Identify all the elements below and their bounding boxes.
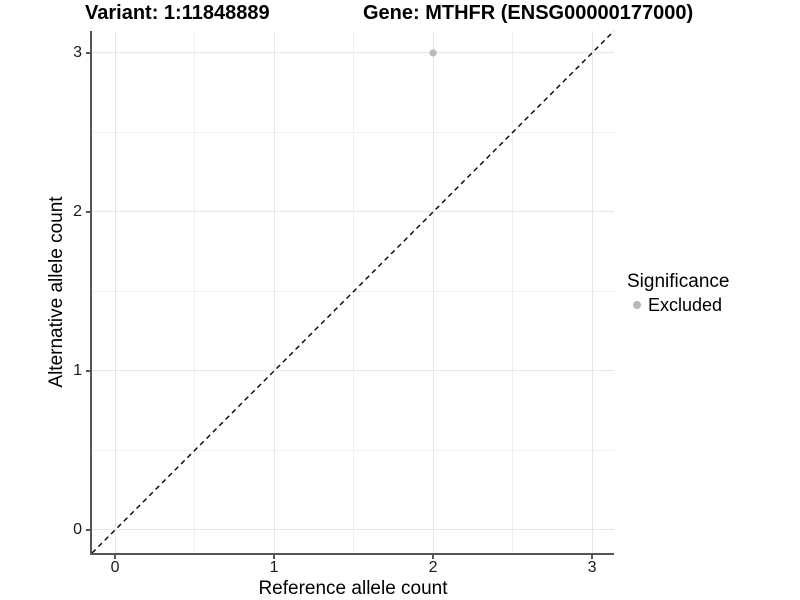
x-axis-tick-mark <box>273 555 276 559</box>
x-axis-tick-mark <box>591 555 594 559</box>
plot-title-gene: Gene: MTHFR (ENSG00000177000) <box>363 2 694 24</box>
y-axis-tick-mark <box>86 51 90 54</box>
y-axis-tick-label: 1 <box>73 361 82 379</box>
legend: Significance Excluded <box>627 271 730 315</box>
x-axis-tick-mark <box>432 555 435 559</box>
x-axis-tick-mark <box>114 555 117 559</box>
y-axis-tick-mark <box>86 210 90 213</box>
x-axis-tick-label: 1 <box>269 559 279 576</box>
x-axis-tick-label: 3 <box>587 559 597 576</box>
y-axis-tick-mark <box>86 369 90 372</box>
y-axis-tick-mark <box>86 528 90 531</box>
legend-item-excluded: Excluded <box>627 294 729 315</box>
plot-title-variant: Variant: 1:11848889 <box>85 2 270 24</box>
x-axis-title: Reference allele count <box>258 578 448 599</box>
x-axis-line <box>90 553 614 555</box>
y-axis-tick-label: 2 <box>73 202 82 220</box>
legend-item-label: Excluded <box>648 294 723 315</box>
excluded-point-swatch <box>633 301 641 309</box>
x-axis-tick-label: 0 <box>110 559 120 576</box>
y-axis-tick-label: 0 <box>73 520 82 538</box>
y-axis-tick-label: 3 <box>73 43 82 61</box>
y-axis-line <box>90 31 92 555</box>
y-axis-title: Alternative allele count <box>46 196 67 388</box>
x-axis-tick-label: 2 <box>428 559 438 576</box>
legend-title: Significance <box>627 271 730 292</box>
